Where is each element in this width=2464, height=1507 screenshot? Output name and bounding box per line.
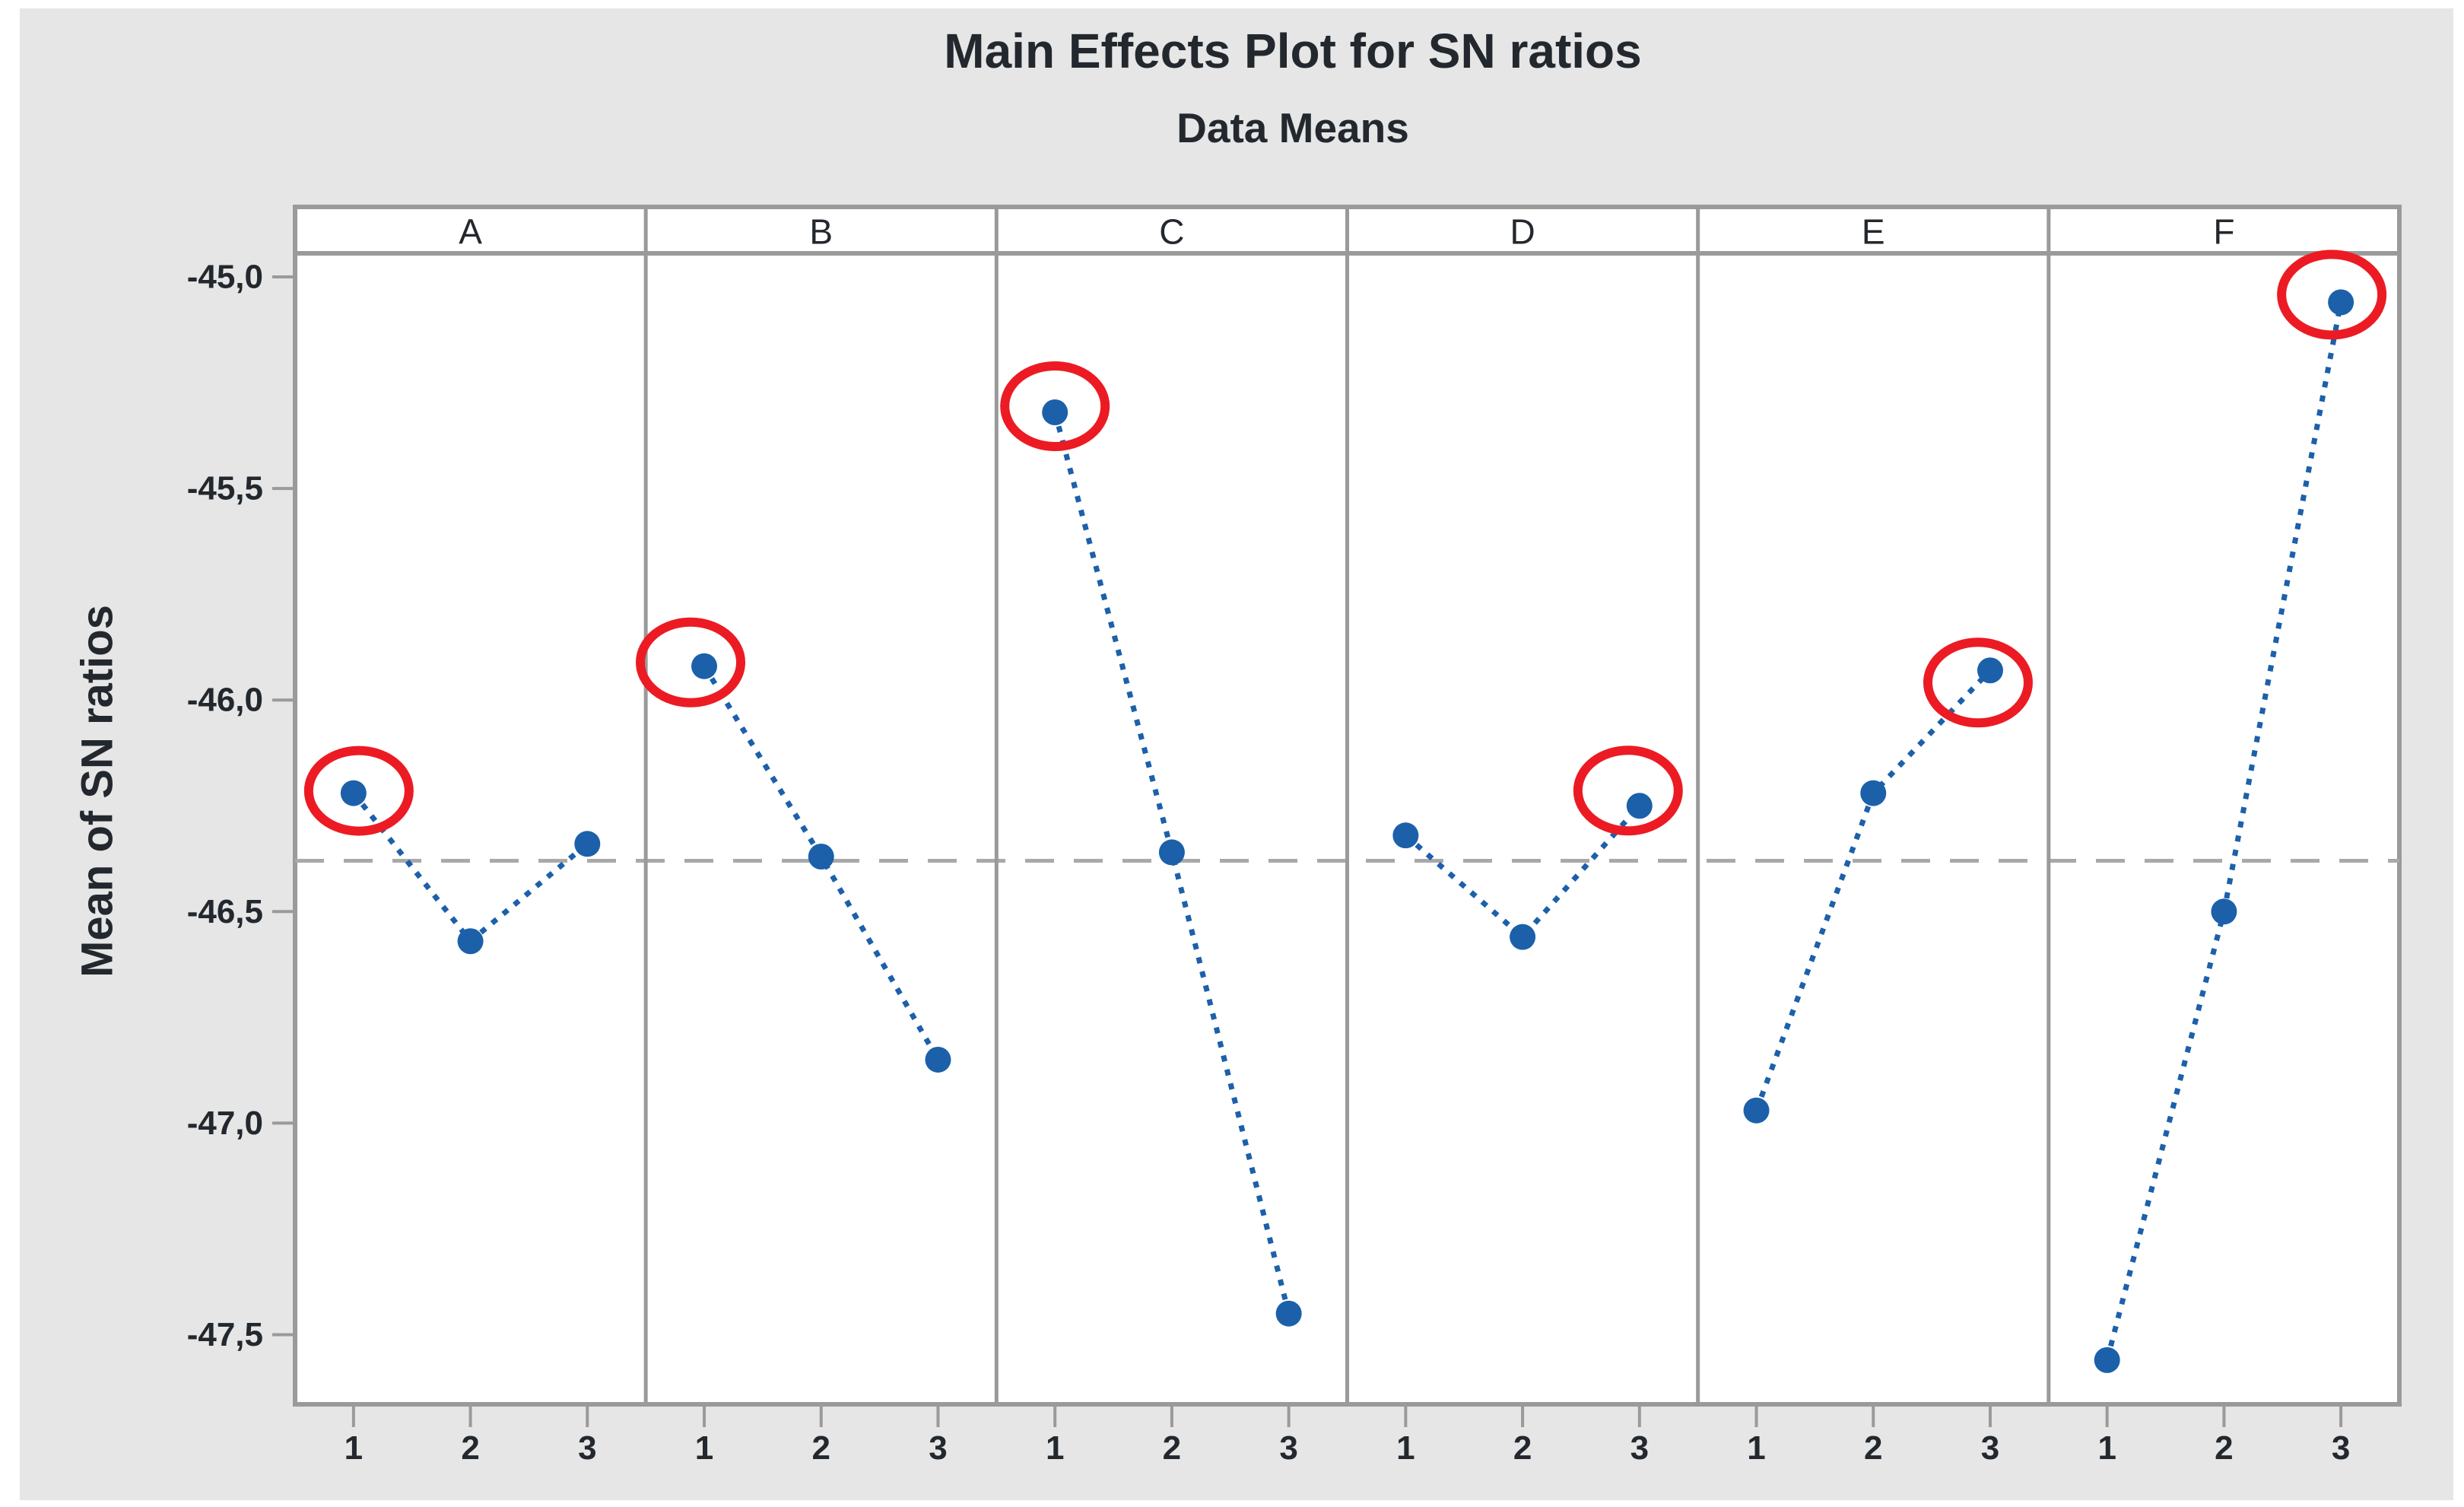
data-point-B1: [691, 653, 718, 679]
highlight-ellipse-F: [2277, 250, 2387, 340]
y-tick-label: -46,5: [187, 893, 263, 930]
data-point-D3: [1626, 793, 1653, 819]
panel-label-B: B: [809, 212, 833, 252]
x-tick-label: 2: [2215, 1429, 2233, 1467]
x-tick-label: 3: [2332, 1429, 2350, 1467]
x-tick-label: 3: [1279, 1429, 1297, 1467]
series-line-B: [702, 664, 941, 1061]
x-tick-label: 3: [1981, 1429, 1999, 1467]
chart-title: Main Effects Plot for SN ratios: [944, 24, 1642, 78]
x-tick-label: 2: [1513, 1429, 1532, 1467]
x-tick-label: 2: [461, 1429, 479, 1467]
y-tick-label: -47,5: [187, 1316, 263, 1353]
data-point-A1: [340, 780, 367, 806]
panel-label-A: A: [459, 212, 482, 252]
x-tick-label: 3: [578, 1429, 596, 1467]
data-point-C3: [1275, 1300, 1302, 1327]
y-tick-label: -45,0: [187, 259, 263, 296]
x-tick-label: 2: [1163, 1429, 1181, 1467]
x-tick-label: 1: [2097, 1429, 2116, 1467]
data-point-F3: [2328, 289, 2354, 316]
data-point-D2: [1510, 924, 1536, 950]
data-point-C2: [1158, 839, 1185, 866]
data-point-E3: [1977, 657, 2003, 684]
x-tick-label: 2: [812, 1429, 830, 1467]
data-point-E2: [1860, 780, 1887, 806]
y-tick-label: -45,5: [187, 470, 263, 507]
x-tick-label: 1: [695, 1429, 713, 1467]
x-tick-label: 2: [1864, 1429, 1882, 1467]
data-point-B3: [925, 1046, 951, 1073]
x-tick-label: 1: [345, 1429, 363, 1467]
data-point-D1: [1392, 822, 1419, 849]
highlight-ellipse-E: [1923, 637, 2033, 728]
data-point-E1: [1743, 1097, 1770, 1124]
highlight-ellipse-C: [1000, 361, 1110, 451]
data-point-A2: [457, 928, 484, 955]
data-point-C1: [1042, 399, 1068, 425]
y-tick-label: -46,0: [187, 682, 263, 719]
y-tick-label: -47,0: [187, 1105, 263, 1142]
data-point-F1: [2094, 1346, 2120, 1373]
x-tick-label: 3: [929, 1429, 947, 1467]
data-point-A3: [574, 831, 601, 857]
data-point-F2: [2211, 898, 2237, 925]
panel-label-E: E: [1862, 212, 1885, 252]
highlight-ellipse-A: [303, 746, 414, 836]
panel-label-C: C: [1159, 212, 1184, 252]
panel-label-F: F: [2213, 212, 2234, 252]
data-point-B2: [808, 843, 834, 870]
panel-label-D: D: [1510, 212, 1535, 252]
highlight-ellipse-D: [1573, 746, 1683, 836]
chart-subtitle: Data Means: [1176, 104, 1409, 151]
x-tick-label: 1: [1046, 1429, 1064, 1467]
highlight-ellipse-B: [636, 617, 746, 707]
x-tick-label: 3: [1630, 1429, 1649, 1467]
x-tick-label: 1: [1396, 1429, 1415, 1467]
x-tick-label: 1: [1747, 1429, 1765, 1467]
